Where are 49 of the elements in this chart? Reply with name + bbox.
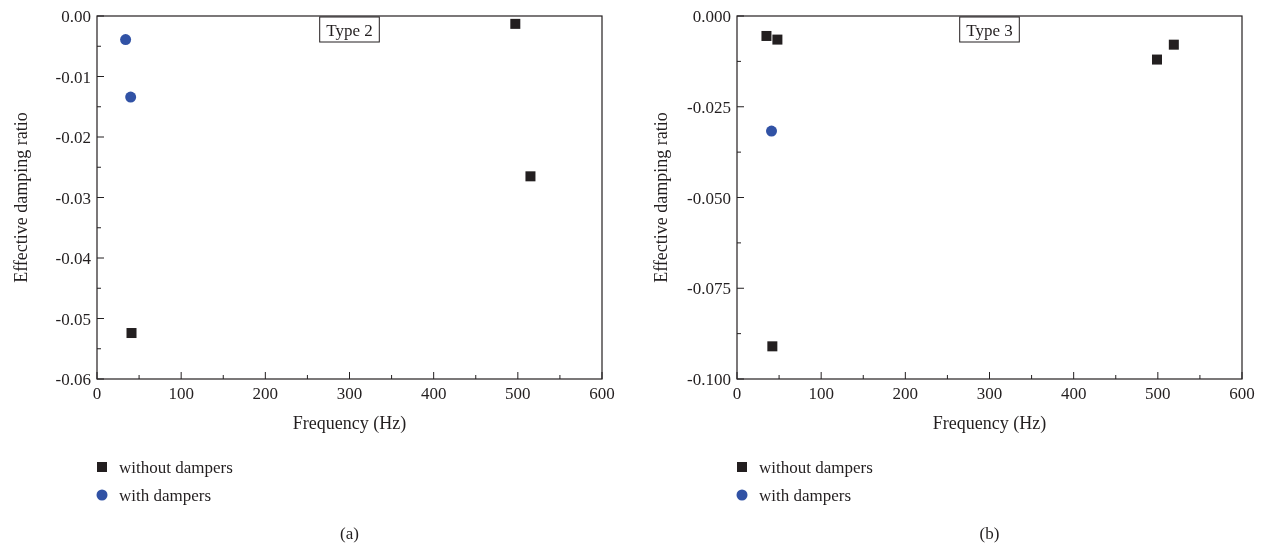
x-tick-label: 200	[252, 384, 279, 403]
legend-label: without dampers	[759, 458, 873, 477]
x-axis-title: Frequency (Hz)	[932, 413, 1047, 434]
point	[766, 125, 778, 137]
point	[1151, 54, 1162, 65]
point	[772, 34, 783, 45]
legend-label: with dampers	[119, 486, 212, 505]
point	[510, 18, 521, 29]
y-axis-title: Effective damping ratio	[651, 112, 671, 283]
y-tick-label: -0.050	[687, 188, 731, 208]
x-tick-label: 400	[1060, 384, 1087, 403]
x-tick-label: 600	[589, 384, 615, 403]
point	[761, 30, 772, 41]
y-tick-label: -0.075	[687, 279, 731, 299]
x-tick-label: 400	[420, 384, 447, 403]
x-tick-label: 100	[168, 384, 194, 403]
x-tick-label: 500	[505, 384, 531, 403]
legend-label: with dampers	[759, 486, 852, 505]
x-tick-label: 200	[892, 384, 919, 403]
y-tick-label: -0.025	[687, 97, 731, 117]
annotation: Type 2	[326, 21, 373, 40]
x-tick-label: 0	[732, 384, 742, 403]
y-tick-label: -0.04	[55, 249, 92, 268]
x-axis-title: Frequency (Hz)	[292, 413, 407, 434]
y-tick-label: 0.00	[61, 7, 91, 26]
x-tick-label: 300	[976, 384, 1003, 403]
text: (b)	[979, 524, 1000, 543]
y-tick-label: -0.01	[55, 67, 91, 87]
x-tick-label: 0	[92, 384, 102, 403]
y-axis-title: Effective damping ratio	[11, 112, 31, 283]
y-tick-label: -0.06	[55, 370, 91, 389]
point	[525, 171, 536, 182]
y-tick-label: -0.02	[55, 128, 91, 147]
x-tick-label: 300	[336, 384, 363, 403]
point	[126, 328, 137, 339]
x-tick-label: 500	[1145, 384, 1171, 403]
point	[120, 34, 132, 46]
y-tick-label: -0.100	[687, 370, 731, 389]
y-tick-label: 0.000	[692, 7, 731, 26]
x-tick-label: 100	[808, 384, 834, 403]
text: (a)	[340, 524, 359, 543]
x-tick-label: 600	[1229, 384, 1255, 403]
y-tick-label: -0.05	[55, 309, 91, 329]
point	[125, 91, 137, 103]
y-tick-label: -0.03	[55, 188, 91, 208]
point	[767, 341, 778, 352]
legend-label: without dampers	[119, 458, 233, 477]
point	[1168, 39, 1179, 50]
annotation: Type 3	[966, 21, 1013, 40]
